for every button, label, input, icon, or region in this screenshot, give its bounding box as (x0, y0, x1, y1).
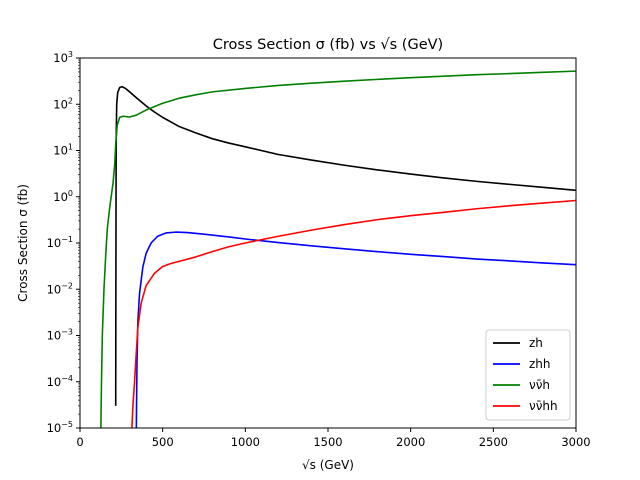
y-tick-label: 102 (53, 96, 73, 111)
x-axis-ticks: 0 500 1000 1500 2000 2500 3000 (76, 428, 591, 449)
y-tick-label: 100 (53, 189, 73, 204)
x-tick-label: 3000 (561, 435, 590, 449)
x-tick-label: 0 (76, 435, 83, 449)
y-tick-label: 10−2 (47, 281, 73, 296)
x-tick-label: 2000 (396, 435, 425, 449)
x-tick-label: 2500 (479, 435, 508, 449)
x-tick-label: 1000 (231, 435, 260, 449)
y-tick-label: 10−5 (47, 420, 73, 435)
series-line-3 (131, 199, 576, 428)
y-tick-label: 10−4 (47, 374, 73, 389)
y-tick-label: 101 (53, 143, 73, 158)
legend-label: zh (529, 336, 543, 350)
legend: zh zhh νν̄h νν̄hh (485, 329, 571, 421)
y-axis-label: Cross Section σ (fb) (16, 184, 30, 302)
legend-box (485, 329, 571, 421)
chart-title: Cross Section σ (fb) vs √s (GeV) (213, 37, 443, 53)
series-layer (100, 70, 576, 428)
x-axis-label: √s (GeV) (302, 458, 354, 472)
series-line-1 (135, 231, 576, 428)
series-line-0 (114, 85, 576, 406)
x-tick-label: 1500 (313, 435, 342, 449)
legend-label: νν̄hh (529, 399, 558, 413)
y-tick-label: 103 (53, 50, 73, 65)
y-tick-label: 10−3 (47, 328, 73, 343)
y-axis-ticks: 10−5 10−4 10−3 10−2 10−1 100 101 102 103 (47, 50, 80, 435)
x-tick-label: 500 (152, 435, 174, 449)
y-tick-label: 10−1 (47, 235, 73, 250)
legend-label: zhh (529, 357, 551, 371)
series-line-2 (100, 70, 576, 428)
legend-label: νν̄h (529, 378, 550, 392)
